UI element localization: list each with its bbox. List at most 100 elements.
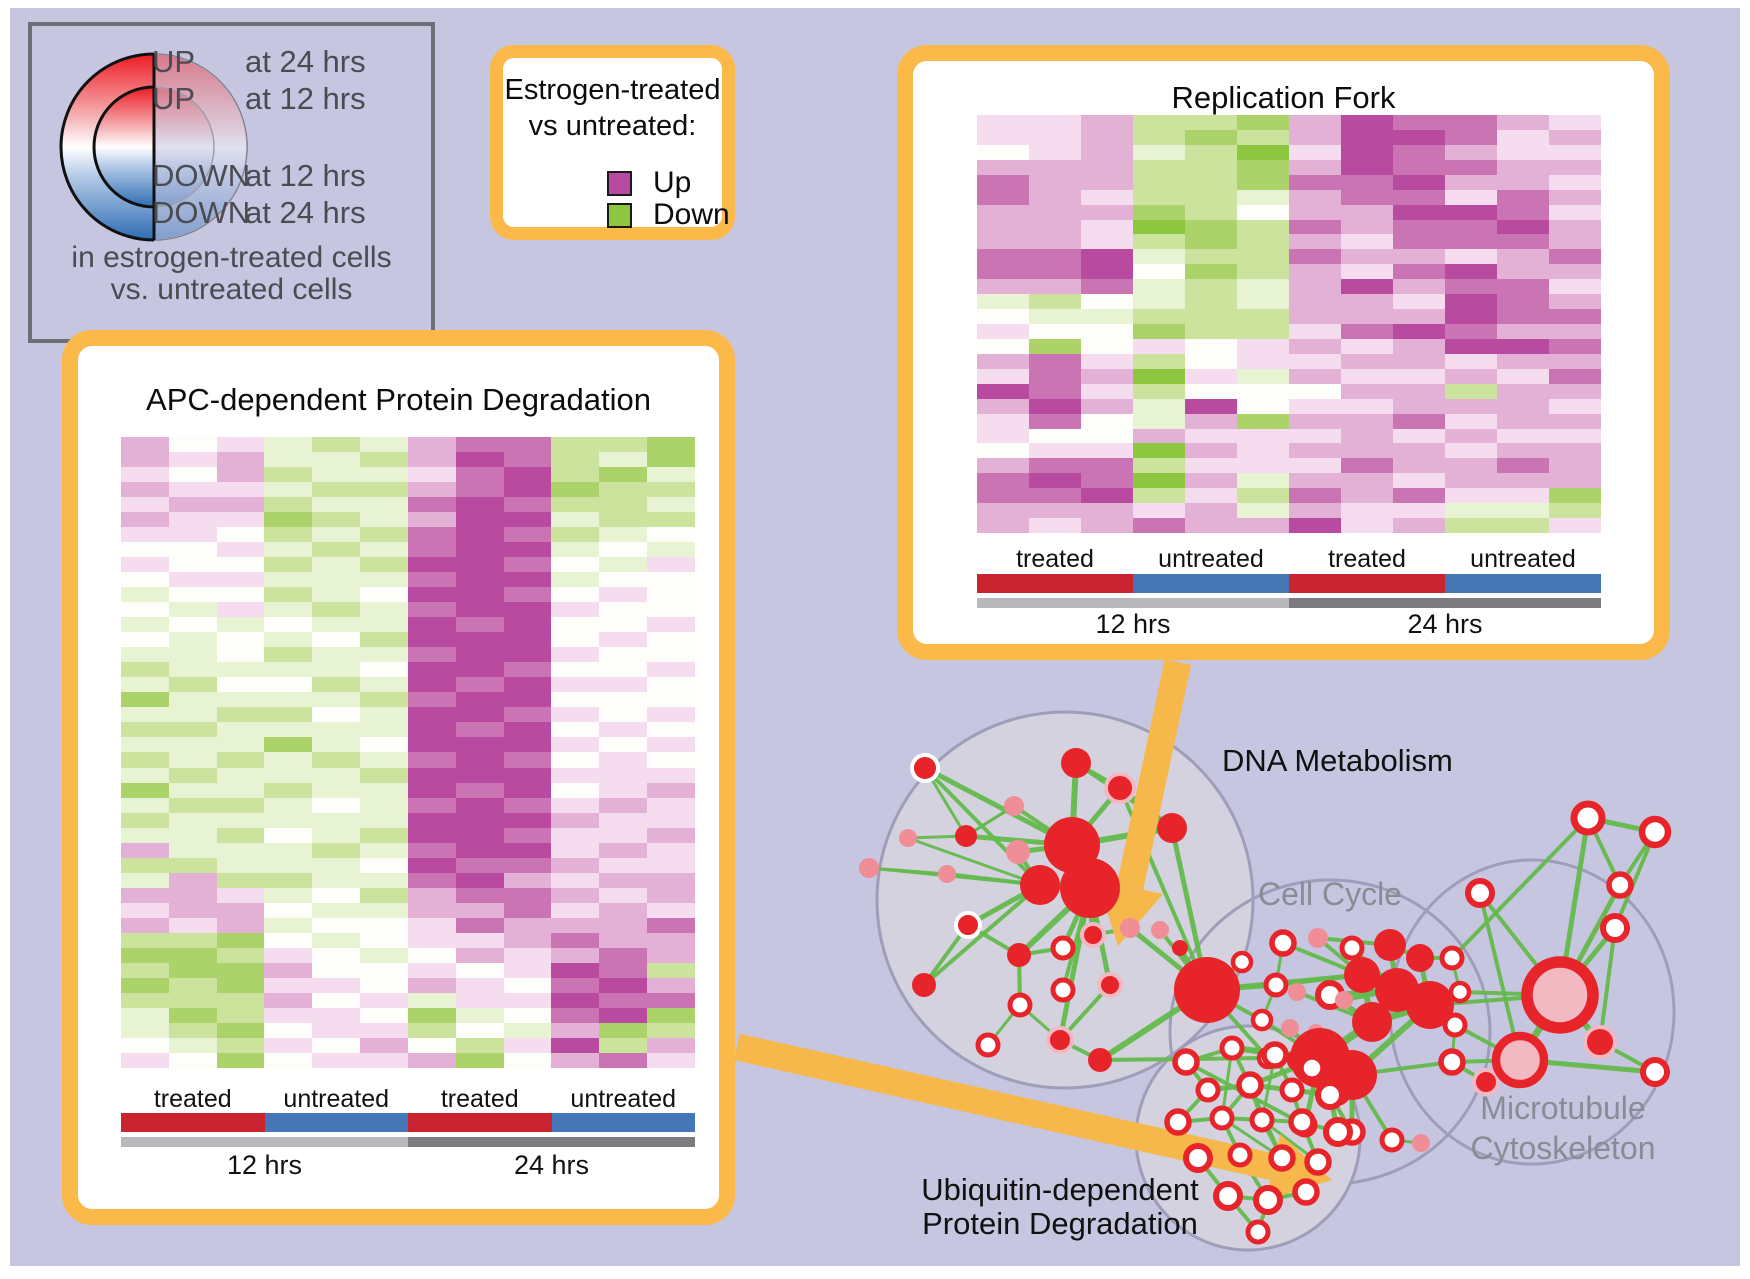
heatmap-cell: [977, 428, 1029, 444]
heatmap-cell: [1133, 458, 1185, 474]
heatmap-cell: [503, 902, 552, 918]
heatmap-cell: [264, 1052, 313, 1068]
heatmap-cell: [1393, 488, 1445, 504]
ring-legend-row: DOWN at 12 hrs: [152, 158, 366, 194]
heatmap-cell: [264, 977, 313, 993]
heatmap-cell: [1341, 115, 1393, 130]
heatmap-cell: [407, 497, 456, 513]
heatmap-cell: [1081, 174, 1133, 190]
heatmap-cell: [1081, 353, 1133, 369]
heatmap-cell: [216, 977, 265, 993]
heatmap-cell: [360, 647, 408, 663]
heatmap-cell: [1133, 189, 1185, 205]
heatmap-cell: [1497, 129, 1549, 145]
heatmap-cell: [121, 947, 169, 963]
heatmap-cell: [1081, 458, 1133, 474]
heatmap-cell: [121, 587, 169, 603]
heatmap-cell: [121, 557, 169, 573]
heatmap-cell: [121, 542, 169, 558]
heatmap-cell: [264, 452, 313, 468]
heatmap-cell: [264, 947, 313, 963]
heatmap-cell: [599, 467, 648, 483]
heatmap-cell: [168, 947, 217, 963]
up-label: UP: [152, 81, 196, 116]
heatmap-cell: [599, 572, 648, 588]
heatmap-cell: [264, 737, 313, 753]
heatmap-cell: [599, 1022, 648, 1038]
heatmap-cell: [312, 902, 361, 918]
heatmap-cell: [1081, 279, 1133, 295]
heatmap-cell: [503, 632, 552, 648]
cluster-label-cell-cycle: Cell Cycle: [1257, 876, 1403, 912]
heatmap-cell: [647, 617, 695, 633]
heatmap-cell: [503, 737, 552, 753]
heatmap-cell: [647, 647, 695, 663]
heatmap-cell: [455, 512, 504, 528]
cluster-label-dna-metabolism: DNA Metabolism: [1222, 743, 1453, 778]
heatmap-cell: [1393, 368, 1445, 384]
heatmap-cell: [647, 1022, 695, 1038]
heatmap-cell: [264, 467, 313, 483]
heatmap-cell: [1237, 159, 1289, 175]
heatmap-cell: [455, 527, 504, 543]
heatmap-cell: [264, 887, 313, 903]
heatmap-cell: [168, 557, 217, 573]
heatmap-cell: [121, 767, 169, 783]
up-color-swatch: [607, 170, 632, 196]
heatmap-cell: [1237, 458, 1289, 474]
heatmap-cell: [360, 947, 408, 963]
heatmap-cell: [216, 692, 265, 708]
group-label-untreated: untreated: [570, 1085, 677, 1113]
heatmap-cell: [1497, 115, 1549, 130]
heatmap-cell: [121, 857, 169, 873]
heatmap-cell: [1549, 219, 1601, 235]
ring-legend-row: UP at 24 hrs: [152, 44, 366, 80]
heatmap-cell: [503, 782, 552, 798]
heatmap-cell: [264, 827, 313, 843]
heatmap-cell: [1341, 279, 1393, 295]
heatmap-cell: [1081, 204, 1133, 220]
heatmap-cell: [1237, 249, 1289, 265]
heatmap-cell: [360, 722, 408, 738]
heatmap-cell: [977, 458, 1029, 474]
heatmap-cell: [168, 1022, 217, 1038]
heatmap-cell: [551, 842, 600, 858]
heatmap-cell: [1393, 338, 1445, 354]
heatmap-cell: [551, 662, 600, 678]
heatmap-cell: [1029, 458, 1081, 474]
heatmap-cell: [503, 977, 552, 993]
heatmap-cell: [455, 962, 504, 978]
heatmap-cell: [1445, 398, 1497, 414]
heatmap-cell: [977, 488, 1029, 504]
heatmap-cell: [1237, 488, 1289, 504]
heatmap-cell: [1029, 443, 1081, 459]
heatmap-cell: [264, 722, 313, 738]
heatmap-cell: [264, 932, 313, 948]
heatmap-cell: [1185, 249, 1237, 265]
heatmap-cell: [1341, 264, 1393, 280]
heatmap-cell: [1081, 189, 1133, 205]
heatmap-cell: [168, 962, 217, 978]
group-label-untreated: untreated: [283, 1085, 390, 1113]
heatmap-cell: [1445, 383, 1497, 399]
heatmap-cell: [1393, 234, 1445, 250]
heatmap-cell: [360, 767, 408, 783]
heatmap-cell: [977, 413, 1029, 429]
heatmap-cell: [1393, 144, 1445, 160]
heatmap-cell: [455, 647, 504, 663]
heatmap-cell: [551, 497, 600, 513]
heatmap-cell: [121, 497, 169, 513]
heatmap-cell: [1341, 473, 1393, 489]
heatmap-cell: [455, 932, 504, 948]
heatmap-cell: [264, 812, 313, 828]
heatmap-cell: [407, 707, 456, 723]
heatmap-cell: [455, 617, 504, 633]
heatmap-cell: [1549, 279, 1601, 295]
heatmap-cell: [1289, 338, 1341, 354]
heatmap-cell: [1289, 159, 1341, 175]
heatmap-cell: [1497, 458, 1549, 474]
heatmap-cell: [1133, 353, 1185, 369]
heatmap-cell: [1445, 279, 1497, 295]
heatmap-cell: [312, 677, 361, 693]
heatmap-cell: [216, 797, 265, 813]
